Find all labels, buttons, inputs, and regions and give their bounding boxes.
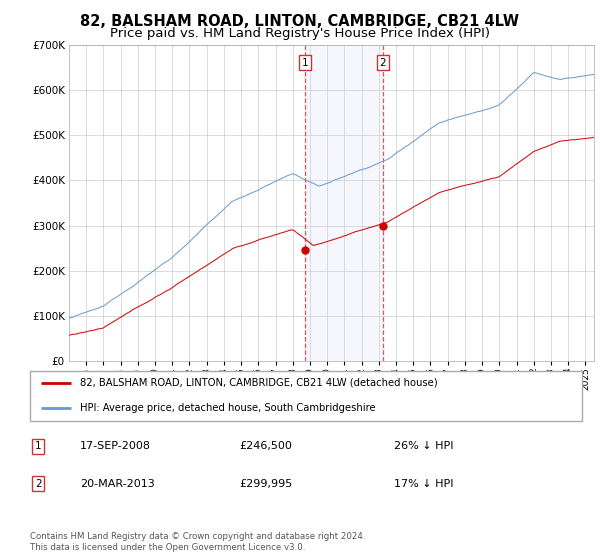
Text: Contains HM Land Registry data © Crown copyright and database right 2024.
This d: Contains HM Land Registry data © Crown c… bbox=[30, 532, 365, 552]
FancyBboxPatch shape bbox=[30, 371, 582, 421]
Text: £299,995: £299,995 bbox=[240, 479, 293, 489]
Text: HPI: Average price, detached house, South Cambridgeshire: HPI: Average price, detached house, Sout… bbox=[80, 403, 376, 413]
Text: 82, BALSHAM ROAD, LINTON, CAMBRIDGE, CB21 4LW: 82, BALSHAM ROAD, LINTON, CAMBRIDGE, CB2… bbox=[80, 14, 520, 29]
Bar bbox=[305, 45, 383, 361]
Text: 82, BALSHAM ROAD, LINTON, CAMBRIDGE, CB21 4LW (detached house): 82, BALSHAM ROAD, LINTON, CAMBRIDGE, CB2… bbox=[80, 378, 437, 388]
Text: 17% ↓ HPI: 17% ↓ HPI bbox=[394, 479, 454, 489]
Text: 1: 1 bbox=[302, 58, 308, 68]
Text: 17-SEP-2008: 17-SEP-2008 bbox=[80, 441, 151, 451]
Text: 2: 2 bbox=[35, 479, 41, 489]
Text: £246,500: £246,500 bbox=[240, 441, 293, 451]
Text: 2: 2 bbox=[379, 58, 386, 68]
Text: 1: 1 bbox=[35, 441, 41, 451]
Text: 20-MAR-2013: 20-MAR-2013 bbox=[80, 479, 154, 489]
Text: 26% ↓ HPI: 26% ↓ HPI bbox=[394, 441, 454, 451]
Text: Price paid vs. HM Land Registry's House Price Index (HPI): Price paid vs. HM Land Registry's House … bbox=[110, 27, 490, 40]
